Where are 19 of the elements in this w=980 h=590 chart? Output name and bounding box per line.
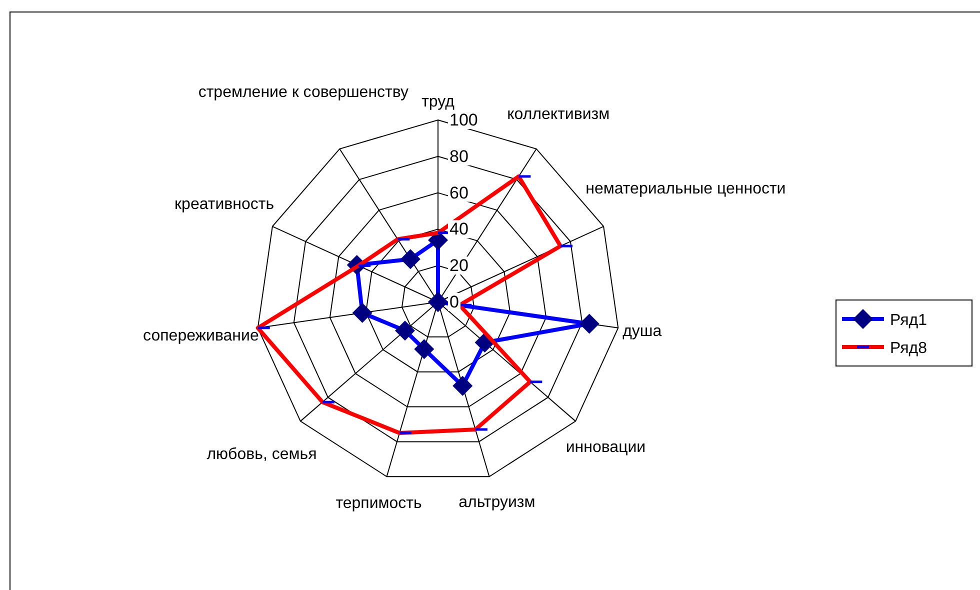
spoke-label: душа: [622, 322, 662, 340]
legend-label: Ряд1: [890, 312, 928, 329]
spoke-label: нематериальные ценности: [586, 180, 786, 198]
spoke-label: коллективизм: [507, 106, 610, 124]
spoke-label: труд: [422, 94, 456, 110]
y-tick-label: 20: [450, 256, 468, 276]
spoke-label: креативность: [174, 196, 274, 213]
y-tick-label: 0: [450, 292, 459, 312]
spoke-label: альтруизм: [458, 494, 536, 512]
legend-label: Ряд8: [890, 340, 928, 357]
y-tick-label: 100: [450, 110, 478, 130]
y-tick-label: 60: [450, 183, 468, 202]
spoke-label: любовь, семья: [206, 446, 317, 464]
spoke-label: сопереживание: [143, 328, 259, 345]
spoke-label: терпимость: [336, 495, 422, 512]
spoke-label: стремление к совершенству: [198, 84, 409, 102]
y-tick-label: 80: [450, 146, 468, 166]
y-tick-label: 40: [450, 220, 468, 239]
spoke-label: инновации: [566, 438, 646, 456]
